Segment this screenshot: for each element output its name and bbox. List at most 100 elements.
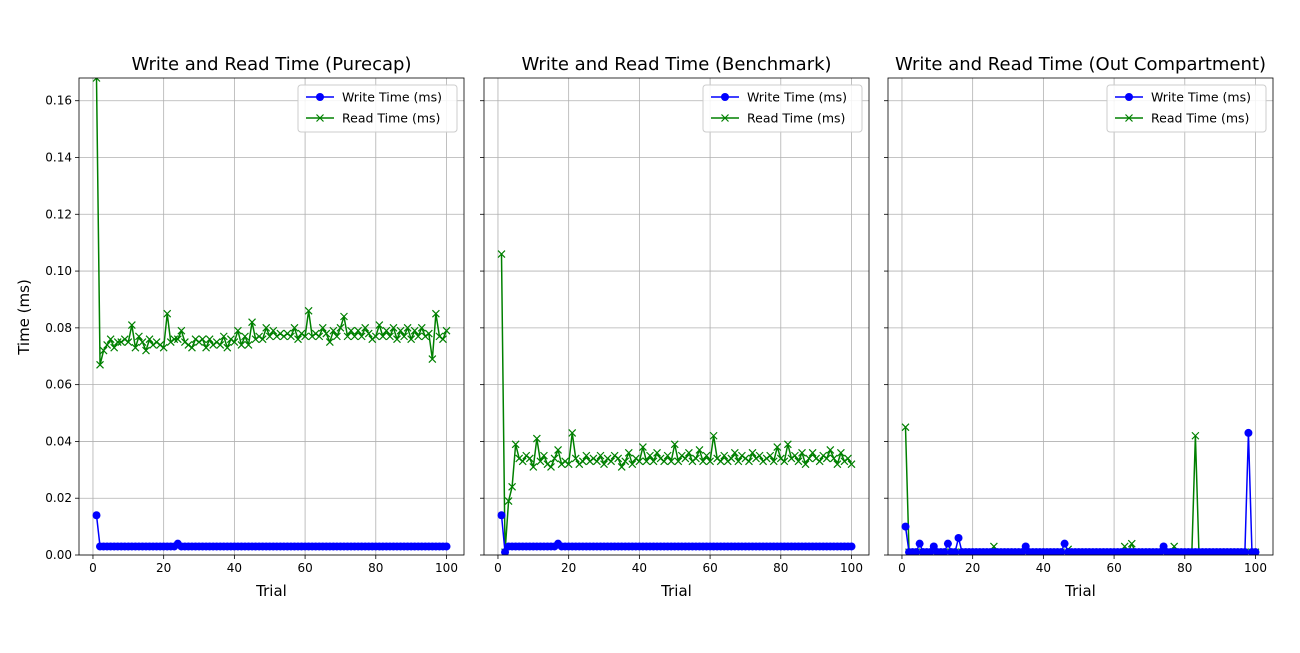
x-axis-label: Trial — [255, 582, 287, 600]
data-point — [265, 332, 274, 341]
data-point — [294, 335, 302, 344]
data-point — [568, 428, 577, 437]
data-point — [805, 454, 814, 463]
chart-title: Write and Read Time (Out Compartment) — [895, 54, 1266, 75]
data-point — [127, 321, 136, 329]
x-tick-label: 80 — [1177, 561, 1192, 575]
legend-label: Read Time (ms) — [747, 111, 845, 126]
x-tick-label: 40 — [632, 561, 647, 575]
data-point — [347, 326, 355, 335]
data-point — [1251, 548, 1260, 555]
data-point — [642, 457, 651, 466]
legend: Write Time (ms) Read Time (ms) — [702, 84, 863, 133]
data-point — [407, 335, 416, 344]
data-point — [410, 326, 419, 335]
y-tick-label: 0.16 — [45, 94, 72, 108]
legend: Write Time (ms) Read Time (ms) — [1106, 84, 1267, 133]
data-point — [106, 335, 115, 344]
read-time-series — [497, 250, 856, 555]
legend-label: Write Time (ms) — [747, 90, 847, 105]
plot-area — [901, 423, 1260, 555]
data-point — [131, 343, 140, 352]
data-point — [382, 326, 391, 335]
data-point — [244, 340, 253, 349]
data-point — [508, 482, 517, 491]
x-axis-label: Trial — [660, 582, 692, 600]
x-tick-label: 40 — [1036, 561, 1051, 575]
data-point — [343, 332, 352, 341]
data-point — [720, 451, 729, 460]
y-tick-label: 0.12 — [45, 207, 72, 221]
data-point — [773, 443, 782, 452]
data-point — [332, 332, 341, 341]
plot-area — [92, 78, 451, 551]
data-point — [393, 335, 401, 344]
legend-box — [1106, 84, 1267, 133]
data-point — [96, 360, 104, 369]
data-point — [336, 323, 345, 332]
write-time-series — [92, 511, 451, 551]
data-point — [110, 343, 119, 352]
x-tick-label: 60 — [702, 561, 717, 575]
data-point — [400, 332, 409, 341]
data-point — [769, 457, 778, 466]
data-point — [301, 332, 310, 341]
data-point — [794, 457, 803, 466]
y-tick-label: 0.02 — [45, 491, 72, 505]
y-tick-label: 0.00 — [45, 548, 72, 562]
y-tick-label: 0.06 — [45, 378, 72, 392]
legend-label: Write Time (ms) — [342, 90, 442, 105]
legend-marker — [1125, 114, 1133, 122]
axes-frame — [78, 77, 465, 556]
data-point — [727, 454, 736, 463]
data-point — [357, 332, 366, 341]
data-point — [660, 457, 669, 466]
data-point — [262, 323, 271, 332]
data-point — [386, 332, 394, 341]
data-point — [173, 335, 182, 344]
data-point — [223, 343, 232, 352]
data-point — [547, 463, 555, 471]
data-point — [354, 326, 363, 335]
data-point — [159, 343, 168, 352]
x-tick-label: 0 — [898, 561, 906, 575]
write-time-series — [901, 428, 1260, 555]
x-tick-label: 20 — [156, 561, 171, 575]
data-point — [628, 460, 637, 469]
data-point — [1244, 428, 1253, 437]
x-tick-label: 20 — [561, 561, 576, 575]
data-point — [428, 355, 437, 364]
data-point — [396, 326, 405, 335]
data-point — [1127, 539, 1136, 548]
data-point — [596, 451, 605, 460]
data-point — [695, 446, 704, 454]
legend-box — [297, 84, 458, 133]
x-axis-label: Trial — [1064, 582, 1096, 600]
data-point — [364, 329, 373, 338]
data-point — [269, 326, 278, 335]
x-tick-label: 0 — [89, 561, 97, 575]
data-point — [745, 457, 753, 466]
data-point — [325, 338, 334, 346]
data-point — [442, 542, 451, 551]
y-tick-label: 0.10 — [45, 264, 72, 278]
data-point — [378, 332, 387, 341]
data-point — [287, 332, 295, 341]
data-point — [322, 329, 331, 338]
data-point — [361, 323, 370, 332]
data-point — [674, 457, 683, 466]
data-point — [417, 323, 426, 332]
data-point — [414, 332, 423, 341]
data-point — [219, 332, 228, 341]
data-point — [638, 443, 647, 452]
data-point — [99, 346, 108, 355]
data-point — [205, 335, 214, 344]
data-point — [529, 463, 538, 471]
data-point — [571, 454, 580, 463]
x-tick-label: 100 — [840, 561, 863, 575]
data-point — [815, 457, 824, 466]
chart-panel-3: 0 20 40 60 80 100 Write and Read Time (Out Com… — [884, 54, 1274, 600]
data-point — [442, 326, 451, 335]
x-tick-label: 80 — [368, 561, 383, 575]
data-point — [518, 457, 527, 466]
